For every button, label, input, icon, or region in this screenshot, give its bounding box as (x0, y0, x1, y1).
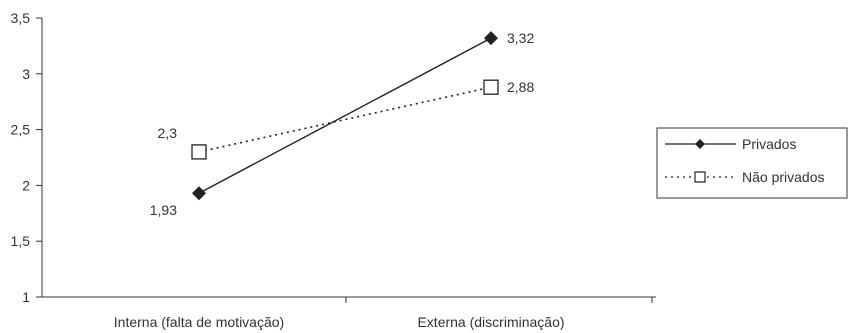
x-tick-label: Interna (falta de motivação) (114, 314, 284, 330)
legend: Privados Não privados (656, 127, 848, 199)
data-label: 1,93 (150, 202, 177, 218)
legend-marker-privados (695, 139, 705, 149)
data-point (191, 144, 207, 160)
data-point (484, 31, 498, 46)
series-privados: 1,93 3,32 (150, 30, 535, 218)
legend-label-nao-privados: Não privados (742, 169, 825, 185)
y-tick-label: 1,5 (11, 233, 31, 249)
x-tick-label: Externa (discriminação) (417, 314, 564, 330)
data-point (192, 186, 206, 201)
data-point (483, 79, 499, 95)
axes: 1 1,5 2 2,5 3 3,5 Interna (falta de motivação… (11, 10, 656, 330)
data-label: 2,3 (158, 125, 178, 141)
data-label: 2,88 (507, 79, 534, 95)
y-tick-label: 3 (22, 66, 30, 82)
y-ticks: 1 1,5 2 2,5 3 3,5 (11, 10, 42, 305)
y-tick-label: 2 (22, 177, 30, 193)
series-line (198, 37, 492, 194)
x-ticks: Interna (falta de motivação) Externa (dis… (114, 297, 653, 330)
legend-label-privados: Privados (742, 136, 796, 152)
legend-box (656, 127, 848, 199)
series-nao-privados: 2,3 2,88 (158, 79, 534, 160)
data-label: 3,32 (507, 30, 534, 46)
y-tick-label: 1 (22, 289, 30, 305)
legend-marker-nao-privados (694, 171, 706, 183)
series-line (198, 86, 492, 153)
series-layer: 1,93 3,32 2,3 2,88 (150, 30, 535, 218)
y-tick-label: 2,5 (11, 122, 31, 138)
y-tick-label: 3,5 (11, 10, 31, 26)
